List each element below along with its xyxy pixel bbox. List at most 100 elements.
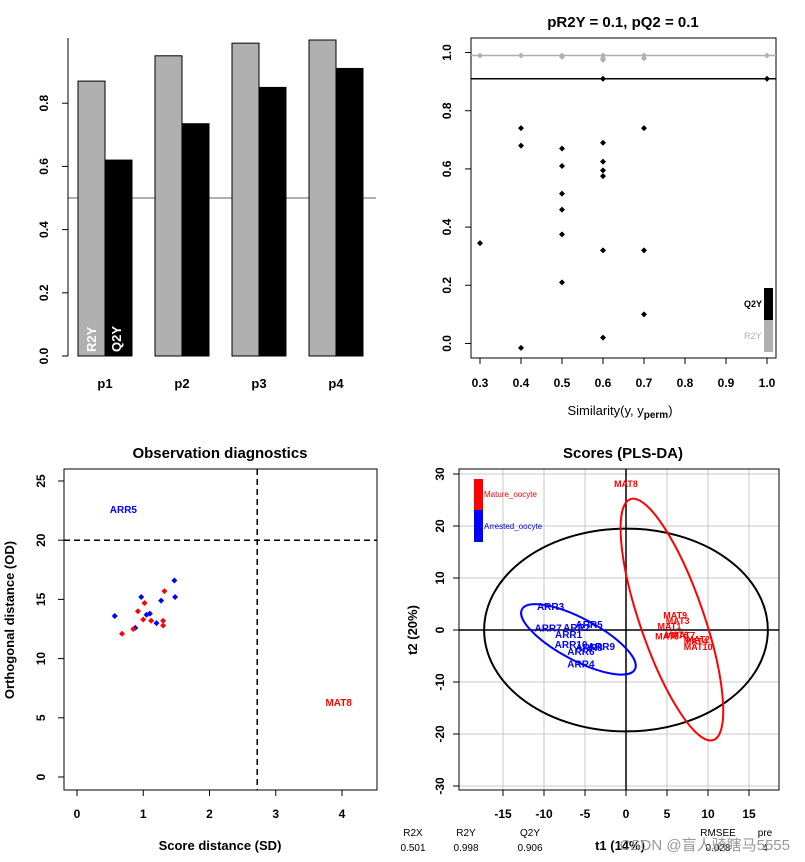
scores-x-tick-label: 10 bbox=[701, 807, 715, 821]
scores-y-tick-label: 10 bbox=[433, 571, 447, 585]
perm-q2y-point bbox=[559, 206, 565, 213]
perm-q2y-point bbox=[600, 334, 606, 341]
perm-legend-q2y-label: Q2Y bbox=[744, 299, 762, 309]
bar-x-tick-label: p2 bbox=[174, 376, 189, 391]
summary-value: 0.028 bbox=[705, 843, 730, 854]
scores-ylabel: t2 (20%) bbox=[405, 605, 420, 655]
perm-q2y-point bbox=[641, 311, 647, 318]
scores-legend-arrested-swatch bbox=[474, 510, 483, 542]
perm-r2y-point bbox=[600, 56, 606, 63]
perm-q2y-point bbox=[559, 190, 565, 197]
scores-legend-arrested-label: Arrested_oocyte bbox=[484, 522, 543, 531]
perm-q2y-point bbox=[600, 167, 606, 174]
perm-y-tick-label: 0.0 bbox=[440, 335, 454, 352]
perm-x-tick-label: 0.8 bbox=[677, 376, 694, 390]
perm-title: pR2Y = 0.1, pQ2 = 0.1 bbox=[547, 14, 698, 31]
scores-mature-label: MAT6 bbox=[665, 630, 689, 640]
perm-r2y-point bbox=[641, 55, 647, 62]
summary-value: 0.998 bbox=[453, 843, 478, 854]
diag-ylabel: Orthogonal distance (OD) bbox=[2, 541, 17, 699]
perm-q2y-point bbox=[600, 75, 606, 82]
scores-y-tick-label: 20 bbox=[433, 519, 447, 533]
perm-q2y-point bbox=[641, 247, 647, 254]
bar-q2y-p3 bbox=[258, 86, 287, 357]
diag-point bbox=[172, 594, 179, 601]
scores-mature-label: MAT9 bbox=[663, 611, 687, 621]
perm-r2y-point bbox=[559, 53, 565, 60]
perm-q2y-point bbox=[518, 142, 524, 149]
perm-y-tick-label: 0.4 bbox=[440, 218, 454, 235]
perm-legend-r2y-swatch bbox=[764, 320, 773, 352]
diag-annotation-mat8: MAT8 bbox=[325, 698, 352, 709]
diag-x-tick-label: 1 bbox=[140, 807, 147, 821]
bar-r2y-p3 bbox=[231, 42, 260, 357]
summary-header: pre bbox=[758, 828, 773, 839]
scores-mature-label: MAT3 bbox=[666, 616, 690, 626]
bar-label-r2y: R2Y bbox=[84, 326, 99, 352]
scores-legend-mature-label: Mature_oocyte bbox=[484, 490, 537, 499]
bar-r2y-p1 bbox=[77, 80, 106, 357]
perm-legend-q2y-swatch bbox=[764, 288, 773, 320]
diag-x-tick-label: 3 bbox=[272, 807, 279, 821]
scores-arrested-label: ARR1 bbox=[555, 630, 583, 641]
scores-title: Scores (PLS-DA) bbox=[563, 445, 683, 462]
diag-y-tick-label: 20 bbox=[34, 533, 48, 547]
diag-y-tick-label: 5 bbox=[34, 714, 48, 721]
perm-q2y-point bbox=[600, 247, 606, 254]
perm-q2y-point bbox=[559, 279, 565, 286]
bar-label-q2y: Q2Y bbox=[109, 326, 124, 352]
bar-x-tick-label: p4 bbox=[328, 376, 344, 391]
panel-bar-chart: 0.0 0.2 0.4 0.6 0.8 p1 p2 p3 p4 R2Y Q2Y bbox=[37, 38, 376, 391]
perm-y-tick-label: 0.8 bbox=[440, 102, 454, 119]
perm-x-tick-label: 1.0 bbox=[759, 376, 776, 390]
diag-y-tick-label: 25 bbox=[34, 474, 48, 488]
scores-legend-mature-swatch bbox=[474, 479, 483, 510]
perm-y-tick-label: 0.6 bbox=[440, 160, 454, 177]
perm-y-tick-label: 1.0 bbox=[440, 44, 454, 61]
diag-xlabel: Score distance (SD) bbox=[159, 838, 282, 853]
bar-x-tick-label: p1 bbox=[97, 376, 112, 391]
diag-point bbox=[141, 599, 148, 606]
diag-point bbox=[130, 626, 137, 632]
diag-y-tick-label: 15 bbox=[34, 592, 48, 606]
summary-header: R2Y bbox=[456, 828, 476, 839]
summary-header: RMSEE bbox=[700, 828, 736, 839]
perm-q2y-point bbox=[600, 173, 606, 180]
scores-arrested-label: ARR8 bbox=[575, 643, 603, 654]
perm-plot-border bbox=[470, 37, 777, 359]
bar-q2y-p4 bbox=[335, 67, 364, 357]
perm-q2y-point bbox=[559, 163, 565, 169]
perm-q2y-point bbox=[559, 145, 565, 152]
diag-title: Observation diagnostics bbox=[132, 445, 307, 462]
scores-mature-label: MAT8 bbox=[614, 479, 638, 489]
bar-r2y-p4 bbox=[308, 39, 337, 357]
scores-mature-label: MAT7 bbox=[671, 630, 695, 640]
bar-y-tick-label: 0.2 bbox=[37, 284, 51, 301]
perm-x-tick-label: 0.5 bbox=[554, 376, 571, 390]
panel-observation-diagnostics: Observation diagnostics 0 1 2 3 4 0 5 10 15 20 25… bbox=[2, 445, 378, 853]
scores-mature-label: MAT2 bbox=[686, 634, 710, 644]
diag-x-tick-label: 2 bbox=[206, 807, 213, 821]
perm-x-tick-label: 0.4 bbox=[513, 376, 530, 390]
scores-arrested-label: ARR6 bbox=[567, 647, 595, 658]
scores-x-tick-label: -5 bbox=[580, 807, 591, 821]
diag-point bbox=[171, 577, 178, 584]
bar-q2y-p2 bbox=[181, 123, 210, 357]
summary-value: 4 bbox=[762, 843, 768, 854]
perm-r2y-point bbox=[518, 52, 524, 59]
perm-x-tick-label: 0.6 bbox=[595, 376, 612, 390]
perm-q2y-point bbox=[641, 125, 647, 132]
diag-point bbox=[111, 612, 118, 619]
perm-r2y-point bbox=[764, 52, 770, 59]
summary-header: R2X bbox=[403, 828, 423, 839]
scores-arrested-ellipse bbox=[520, 603, 637, 676]
diag-point bbox=[134, 608, 141, 615]
perm-q2y-point bbox=[518, 344, 524, 351]
scores-arrested-label: ARR2 bbox=[563, 623, 591, 634]
perm-legend-r2y-label: R2Y bbox=[744, 331, 762, 341]
perm-x-tick-label: 0.7 bbox=[636, 376, 653, 390]
scores-mature-label: MAT5 bbox=[655, 631, 679, 641]
scores-arrested-label: ARR7 bbox=[534, 624, 562, 635]
diag-point bbox=[160, 617, 167, 624]
